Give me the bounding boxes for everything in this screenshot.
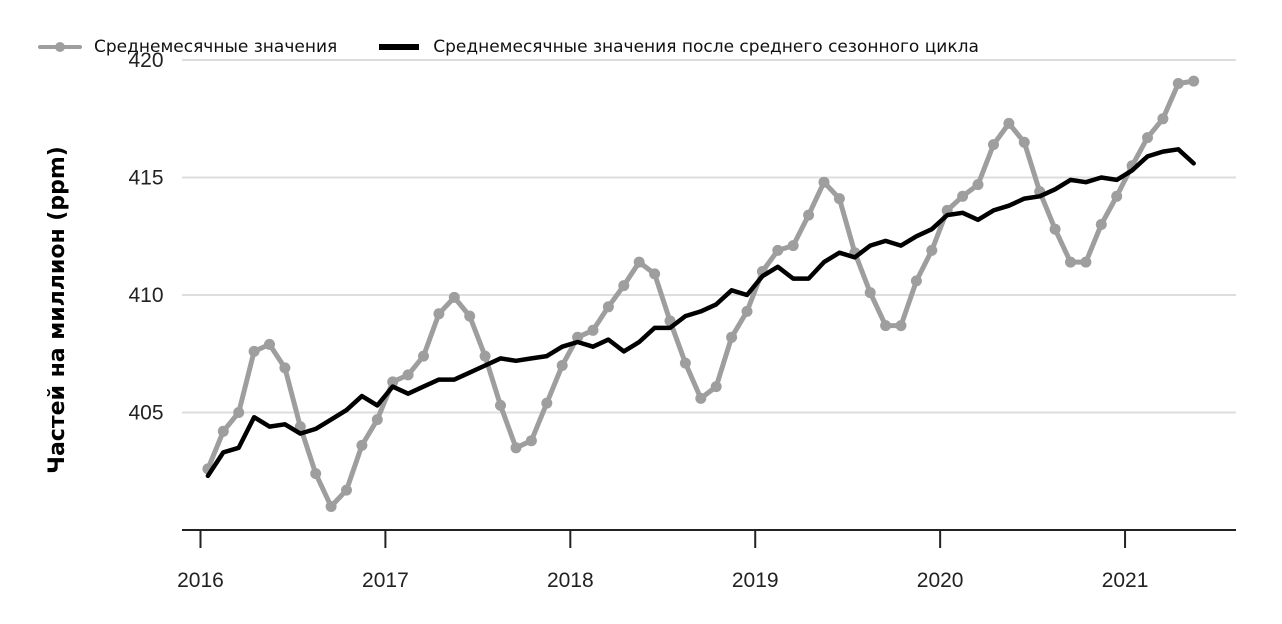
data-point [587, 324, 599, 336]
data-point [402, 369, 414, 381]
data-point [1065, 256, 1076, 268]
data-point [649, 268, 661, 280]
data-point [895, 320, 907, 332]
data-point [341, 484, 352, 496]
gridlines [182, 59, 1236, 414]
data-point [1095, 219, 1107, 230]
data-point [633, 256, 645, 268]
series-0 [202, 75, 1200, 512]
y-tick-label: 415 [128, 167, 163, 190]
data-point [495, 399, 506, 411]
legend-label-monthly: Среднемесячные значения [94, 37, 338, 57]
data-point [1080, 256, 1092, 268]
y-axis-ticks: 405 410 415 420 [128, 49, 163, 425]
data-series [202, 75, 1200, 512]
legend-item-monthly[interactable]: Среднемесячные значения [38, 37, 337, 57]
series-1 [205, 147, 1196, 479]
series-line [205, 78, 1197, 509]
data-point [433, 308, 445, 320]
data-point [556, 360, 568, 371]
data-point [572, 331, 584, 343]
legend: Среднемесячные значения Среднемесячные з… [38, 33, 979, 61]
data-point [371, 414, 383, 426]
data-point [787, 240, 799, 252]
data-point [1157, 113, 1169, 125]
data-point [279, 362, 291, 374]
data-point [772, 244, 784, 256]
x-tick-label: 2021 [1102, 569, 1149, 592]
data-point [525, 435, 537, 447]
data-point [418, 350, 429, 362]
data-point [741, 305, 753, 317]
legend-label-deseasonalized: Среднемесячные значения после среднего с… [433, 37, 979, 57]
y-axis-label: Частей на миллион (ppm) [45, 146, 70, 474]
data-point [325, 501, 337, 512]
y-tick-label: 420 [128, 49, 163, 72]
data-point [818, 176, 830, 188]
data-point [356, 439, 368, 451]
data-point [880, 320, 892, 332]
data-point [1111, 190, 1123, 202]
data-point [387, 376, 399, 388]
legend-swatch-monthly [38, 42, 82, 52]
data-point [217, 425, 229, 437]
data-point [1188, 75, 1200, 87]
x-tick-label: 2017 [362, 569, 409, 592]
data-point [972, 179, 984, 191]
y-tick-label: 410 [128, 284, 163, 307]
data-point [957, 190, 969, 202]
data-point [1142, 132, 1153, 144]
x-tick-label: 2019 [732, 569, 779, 592]
data-point [618, 280, 630, 292]
data-point [710, 381, 722, 393]
data-point [602, 301, 614, 313]
data-point [541, 397, 553, 409]
x-tick-label: 2016 [177, 569, 224, 592]
data-point [1172, 78, 1184, 89]
y-tick-label: 405 [128, 402, 163, 425]
data-point [264, 338, 275, 350]
data-point [833, 193, 845, 205]
data-point [464, 310, 476, 322]
data-point [695, 392, 707, 404]
x-axis-ticks: 2016 2017 2018 2019 2020 2021 [177, 530, 1148, 592]
data-point [510, 442, 522, 454]
legend-item-deseasonalized[interactable]: Среднемесячные значения после среднего с… [377, 37, 979, 57]
x-tick-label: 2020 [917, 569, 964, 592]
data-point [479, 350, 491, 362]
data-point [448, 291, 460, 303]
data-point [926, 244, 938, 256]
data-point [233, 407, 245, 418]
data-point [910, 275, 922, 287]
data-point [248, 345, 260, 357]
legend-swatch-deseasonalized [379, 44, 420, 50]
data-point [1049, 223, 1061, 235]
data-point [864, 287, 876, 299]
data-point [1018, 136, 1030, 148]
x-tick-label: 2018 [547, 569, 594, 592]
series-line [205, 147, 1196, 479]
data-point [988, 139, 999, 151]
data-point [310, 468, 322, 480]
data-point [679, 357, 691, 369]
data-point [1003, 117, 1015, 129]
data-point [803, 209, 815, 221]
data-point [726, 331, 738, 343]
